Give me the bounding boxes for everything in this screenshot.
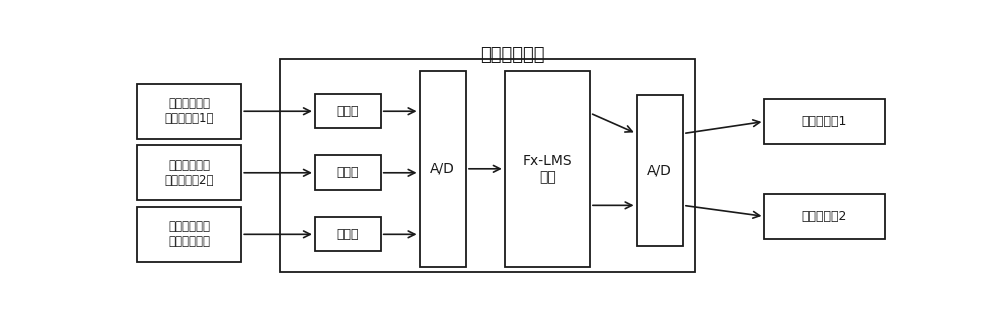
Bar	[315, 155, 381, 190]
Text: 振动控制模块: 振动控制模块	[480, 46, 545, 64]
Text: 电磁作动器2: 电磁作动器2	[802, 210, 847, 223]
Bar	[137, 145, 241, 200]
Text: 加速度传感器
（误差信号1）: 加速度传感器 （误差信号1）	[164, 97, 214, 125]
Bar	[315, 217, 381, 251]
Bar	[505, 71, 590, 267]
Bar	[280, 59, 695, 272]
Text: 滤波器: 滤波器	[337, 166, 359, 179]
Bar	[637, 95, 683, 246]
Text: 加速度传感器
（误差信号2）: 加速度传感器 （误差信号2）	[164, 159, 214, 187]
Text: 电磁作动器1: 电磁作动器1	[802, 115, 847, 128]
Text: A/D: A/D	[647, 164, 672, 178]
Text: Fx-LMS
算法: Fx-LMS 算法	[523, 154, 572, 184]
Text: A/D: A/D	[430, 162, 455, 176]
Bar	[420, 71, 466, 267]
Bar	[315, 94, 381, 129]
Text: 滤波器: 滤波器	[337, 228, 359, 241]
Bar	[137, 84, 241, 139]
Bar	[137, 206, 241, 262]
Text: 滤波器: 滤波器	[337, 105, 359, 118]
Bar	[764, 99, 885, 144]
Text: 加速度传感器
（参考信号）: 加速度传感器 （参考信号）	[168, 220, 210, 248]
Bar	[764, 194, 885, 239]
